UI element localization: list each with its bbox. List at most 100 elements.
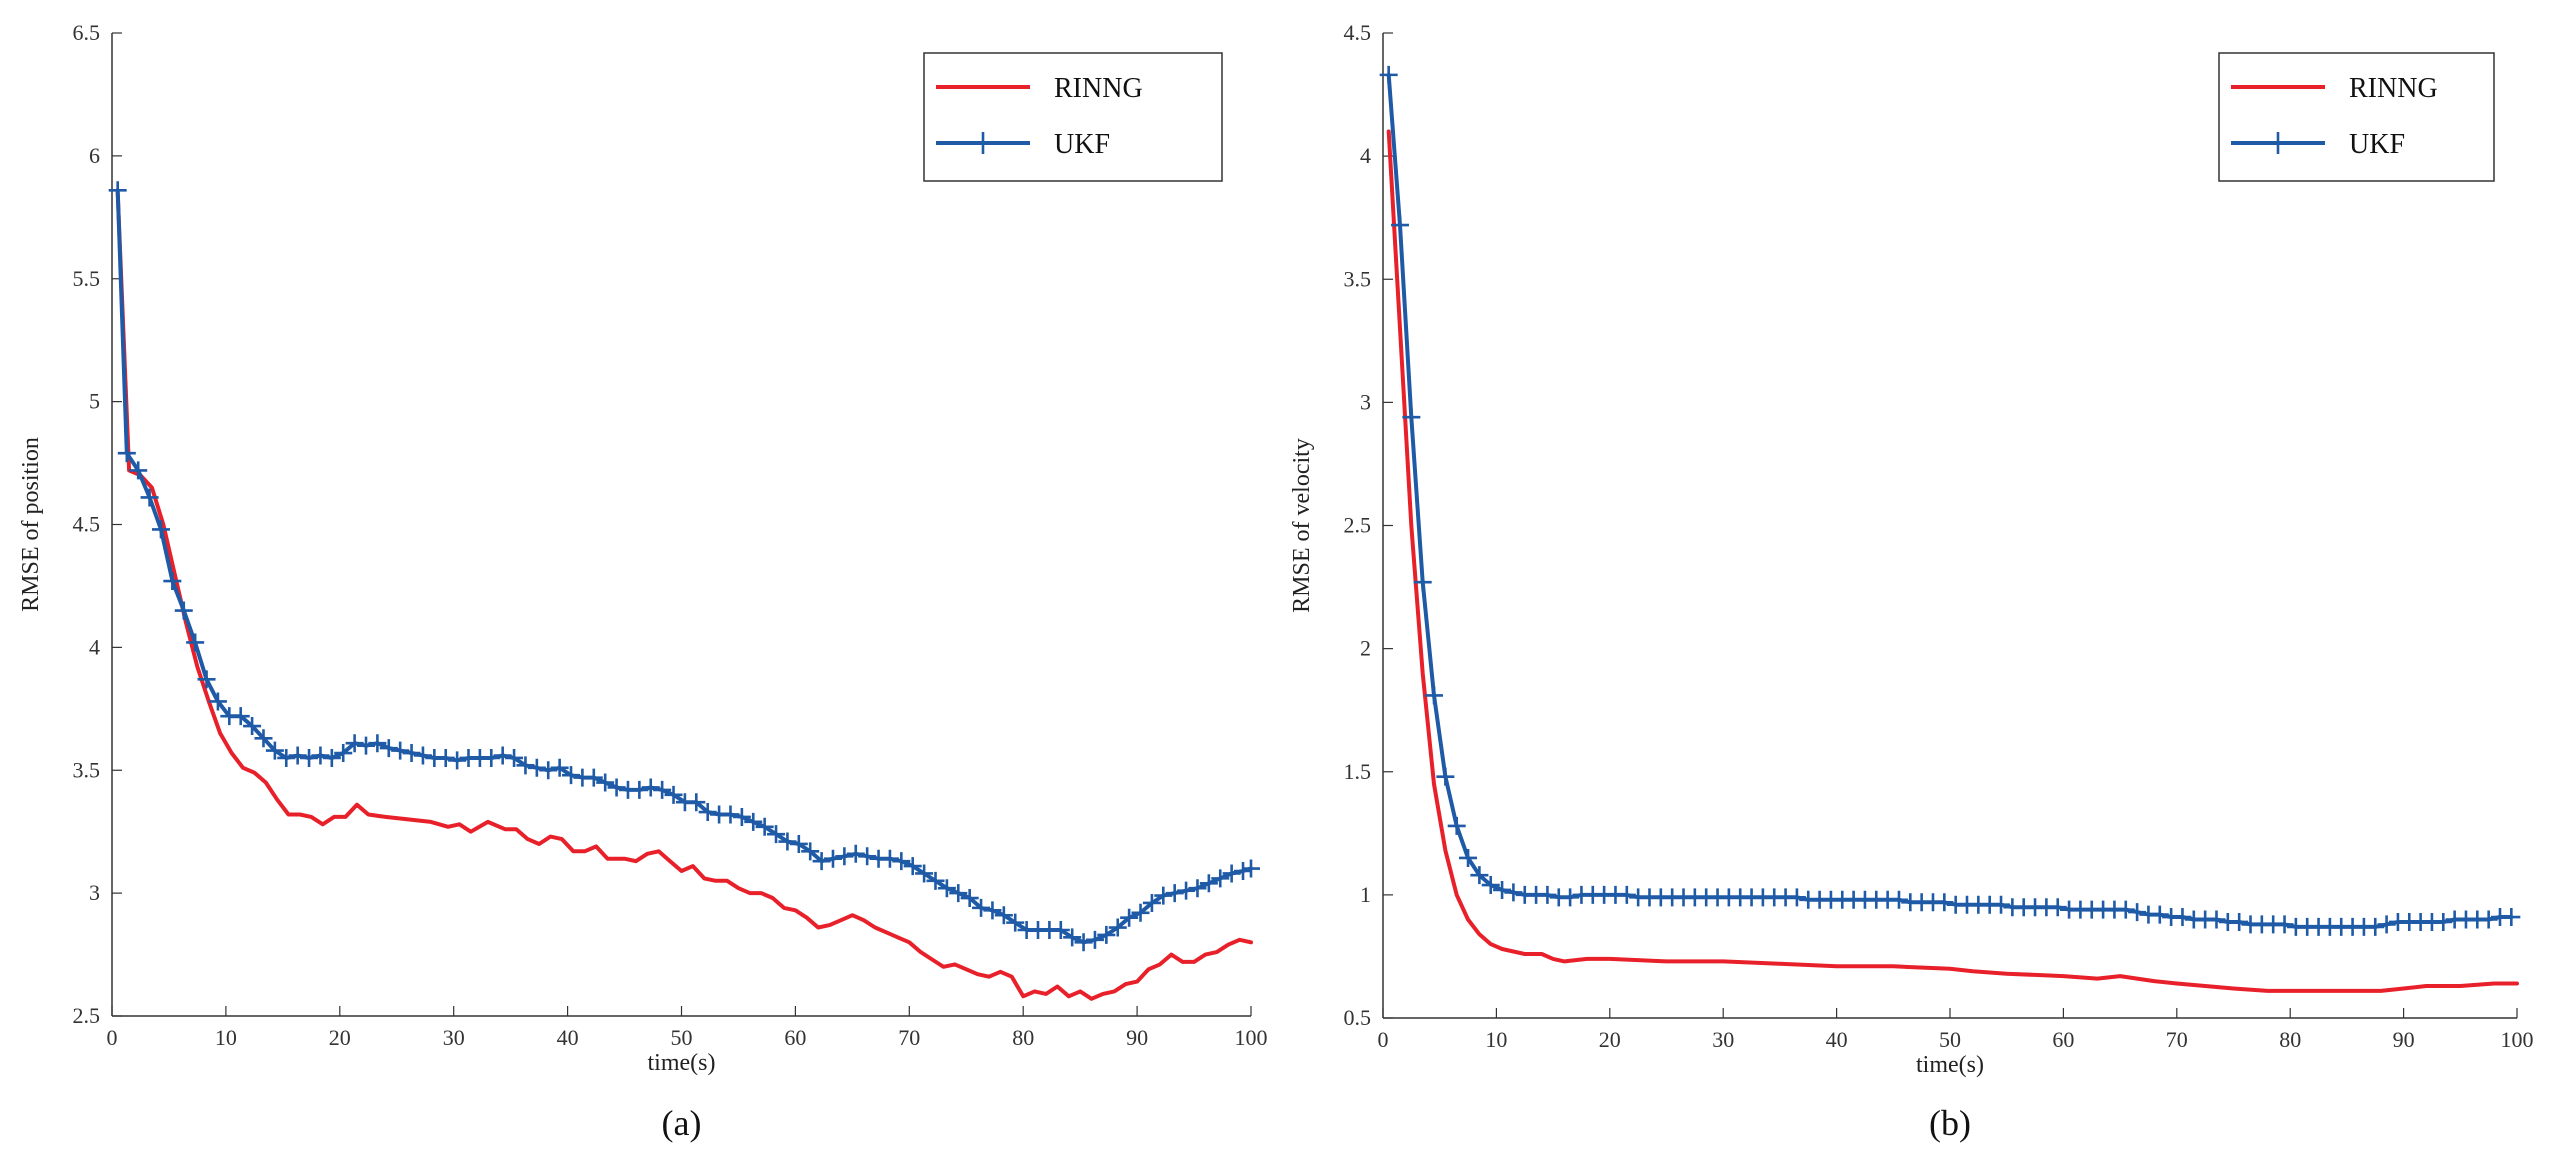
legend-box — [2218, 52, 2495, 182]
data-point-marker — [356, 736, 375, 755]
legend-label-ukf: UKF — [1054, 129, 1110, 160]
data-point-marker — [550, 758, 569, 777]
x-tick-label: 20 — [1599, 1027, 1621, 1052]
data-point-marker — [436, 748, 455, 767]
data-point-marker — [174, 601, 193, 620]
data-point-marker — [117, 444, 136, 463]
data-point-marker — [1379, 65, 1398, 84]
data-point-marker — [1391, 216, 1410, 235]
data-point-marker — [1889, 890, 1908, 909]
data-point-marker — [1436, 767, 1455, 786]
data-point-marker — [1459, 848, 1478, 867]
legend-box — [923, 52, 1223, 182]
x-tick-label: 70 — [898, 1025, 920, 1050]
data-point-marker — [1074, 933, 1093, 952]
data-point-marker — [892, 852, 911, 871]
data-point-marker — [288, 746, 307, 765]
y-tick-label: 2.5 — [73, 1003, 101, 1028]
y-tick-label: 4 — [89, 634, 100, 659]
data-point-marker — [584, 768, 603, 787]
y-tick-label: 3.5 — [73, 757, 101, 782]
data-point-marker — [994, 906, 1013, 925]
data-point-marker — [300, 748, 319, 767]
data-point-marker — [140, 488, 159, 507]
data-point-marker — [562, 766, 581, 785]
data-point-marker — [2116, 900, 2135, 919]
series-line-ukf — [115, 188, 1253, 945]
data-point-marker — [2173, 908, 2192, 927]
data-point-marker — [2434, 912, 2453, 931]
y-tick-label: 5 — [89, 389, 100, 414]
data-point-marker — [2275, 915, 2294, 934]
data-point-marker — [1447, 816, 1466, 835]
x-tick-label: 60 — [2052, 1027, 2074, 1052]
y-tick-label: 2.5 — [1344, 513, 1372, 538]
y-tick-label: 3 — [89, 880, 100, 905]
data-point-marker — [527, 758, 546, 777]
data-point-marker — [322, 748, 341, 767]
legend: RINNG UKF — [2218, 52, 2495, 182]
data-point-marker — [858, 847, 877, 866]
data-point-marker — [641, 778, 660, 797]
x-tick-label: 80 — [1012, 1025, 1034, 1050]
chart-panel-b: 0 10 20 30 40 50 60 70 80 90 100 0.5 1 1.5 2 2.5 3 3.5 4 4.… — [1289, 20, 2534, 1143]
data-point-marker — [1402, 408, 1421, 427]
data-point-marker — [926, 871, 945, 890]
data-point-marker — [1538, 885, 1557, 904]
data-point-marker — [108, 181, 127, 200]
x-axis-label: time(s) — [1916, 1052, 1984, 1078]
data-point-marker — [1085, 930, 1104, 949]
data-point-marker — [197, 670, 216, 689]
data-point-marker — [2207, 910, 2226, 929]
data-point-marker — [2230, 912, 2249, 931]
data-point-marker — [698, 803, 717, 822]
data-point-marker — [482, 748, 501, 767]
data-point-marker — [1234, 862, 1253, 881]
series-line-rinng — [115, 190, 1253, 1001]
x-tick-label: 100 — [1235, 1025, 1268, 1050]
data-point-marker — [1154, 886, 1173, 905]
data-point-marker — [402, 744, 421, 763]
data-point-marker — [801, 842, 820, 861]
data-point-marker — [345, 734, 364, 753]
data-point-marker — [448, 751, 467, 770]
legend-label-ukf: UKF — [2349, 129, 2405, 160]
data-point-marker — [903, 857, 922, 876]
data-point-marker — [1413, 573, 1432, 592]
data-point-marker — [596, 773, 615, 792]
data-point-marker — [2502, 908, 2521, 927]
x-tick-label: 0 — [107, 1025, 118, 1050]
data-point-marker — [972, 898, 991, 917]
data-point-marker — [1425, 686, 1444, 705]
data-point-marker — [744, 812, 763, 831]
series-rinng — [115, 190, 1253, 1001]
data-point-marker — [767, 825, 786, 844]
data-point-marker — [2479, 910, 2498, 929]
data-point-marker — [1199, 874, 1218, 893]
y-tick-label: 4 — [1360, 143, 1371, 168]
x-tick-label: 30 — [1712, 1027, 1734, 1052]
panel-caption: (a) — [662, 1103, 702, 1143]
data-point-marker — [265, 741, 284, 760]
data-point-marker — [368, 734, 387, 753]
panel-caption: (b) — [1929, 1103, 1971, 1143]
x-tick-label: 40 — [1826, 1027, 1848, 1052]
data-point-marker — [778, 832, 797, 851]
data-point-marker — [163, 572, 182, 591]
data-point-marker — [231, 707, 250, 726]
legend-label-rinng: RINNG — [2349, 73, 2438, 104]
data-point-marker — [1222, 864, 1241, 883]
x-axis-label: time(s) — [648, 1050, 716, 1076]
x-tick-label: 10 — [215, 1025, 237, 1050]
data-point-marker — [2150, 905, 2169, 924]
y-tick-label: 1.5 — [1344, 759, 1372, 784]
data-point-marker — [1120, 908, 1139, 927]
data-point-marker — [607, 778, 626, 797]
data-point-marker — [493, 746, 512, 765]
data-point-marker — [789, 834, 808, 853]
series-ukf — [1379, 65, 2521, 936]
y-tick-label: 6 — [89, 143, 100, 168]
data-point-marker — [1131, 903, 1150, 922]
series-line-rinng — [1386, 129, 2519, 993]
